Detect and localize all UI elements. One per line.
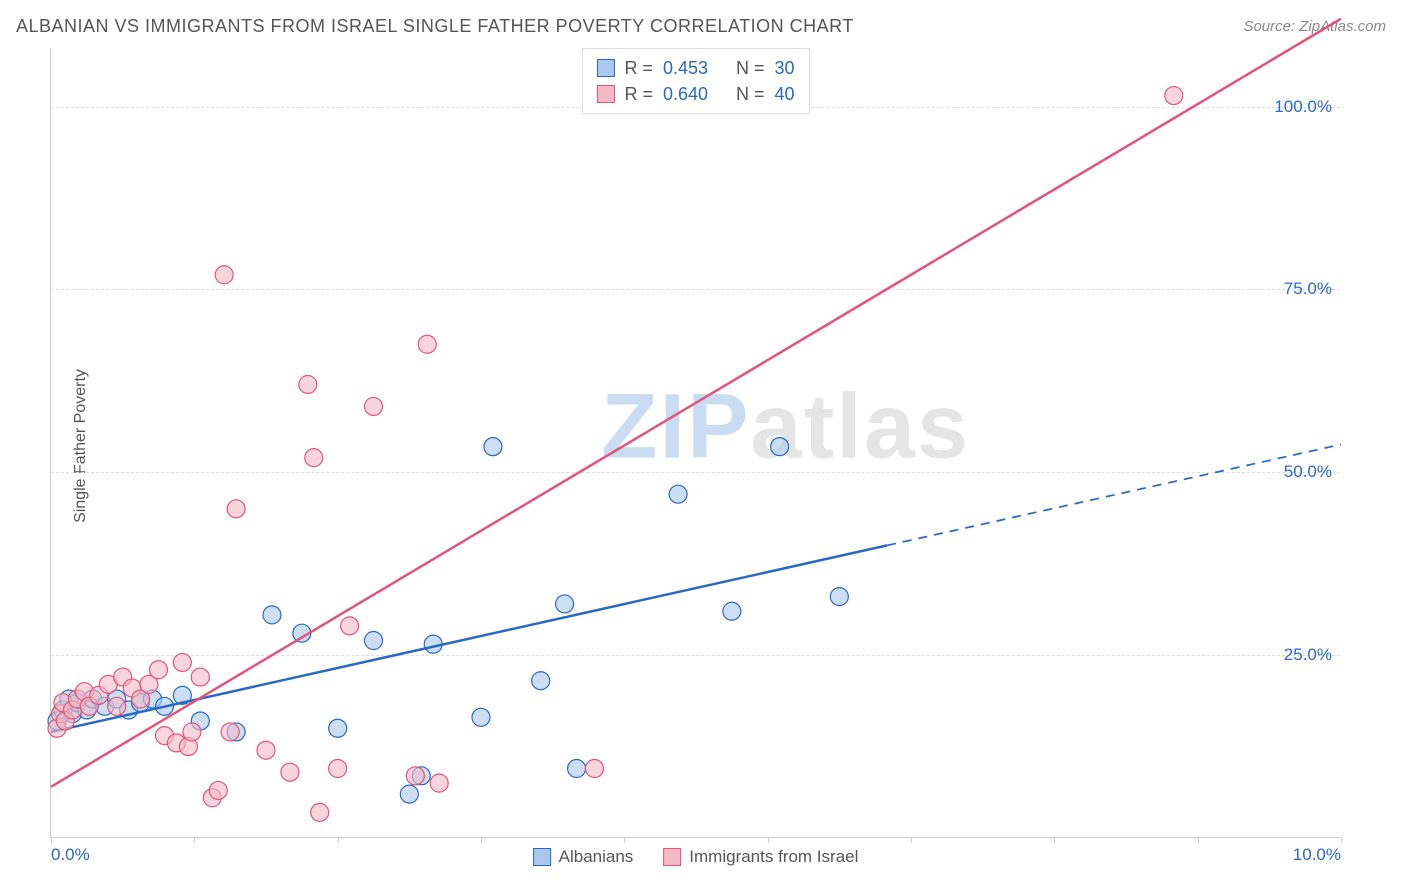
trend-line-dashed bbox=[887, 444, 1341, 545]
x-tick bbox=[1341, 837, 1342, 843]
plot-svg bbox=[51, 48, 1340, 837]
data-point bbox=[215, 266, 233, 284]
x-tick bbox=[1054, 837, 1055, 843]
data-point bbox=[472, 708, 490, 726]
data-point bbox=[430, 774, 448, 792]
n-value-0: 30 bbox=[775, 55, 795, 81]
data-point bbox=[1165, 87, 1183, 105]
data-point bbox=[365, 632, 383, 650]
legend-swatch-albanians-icon bbox=[596, 59, 614, 77]
data-point bbox=[830, 588, 848, 606]
x-tick bbox=[481, 837, 482, 843]
data-point bbox=[183, 723, 201, 741]
x-tick bbox=[194, 837, 195, 843]
x-tick-label: 0.0% bbox=[51, 845, 90, 865]
data-point bbox=[341, 617, 359, 635]
legend-label-israel: Immigrants from Israel bbox=[689, 847, 858, 867]
legend-item-israel: Immigrants from Israel bbox=[663, 847, 858, 867]
trend-line bbox=[51, 19, 1341, 787]
data-point bbox=[227, 500, 245, 518]
data-point bbox=[305, 449, 323, 467]
legend-item-albanians: Albanians bbox=[533, 847, 634, 867]
x-tick bbox=[1198, 837, 1199, 843]
x-tick bbox=[338, 837, 339, 843]
legend-stats: R = 0.453 N = 30 R = 0.640 N = 40 bbox=[581, 48, 809, 114]
data-point bbox=[484, 438, 502, 456]
legend-swatch-israel-icon bbox=[663, 848, 681, 866]
x-tick bbox=[51, 837, 52, 843]
data-point bbox=[191, 668, 209, 686]
data-point bbox=[568, 760, 586, 778]
n-label: N = bbox=[736, 55, 765, 81]
data-point bbox=[173, 653, 191, 671]
data-point bbox=[257, 741, 275, 759]
legend-swatch-israel-icon bbox=[596, 85, 614, 103]
legend-label-albanians: Albanians bbox=[559, 847, 634, 867]
x-tick-label: 10.0% bbox=[1293, 845, 1341, 865]
x-tick bbox=[624, 837, 625, 843]
legend-stats-row-0: R = 0.453 N = 30 bbox=[596, 55, 794, 81]
n-label: N = bbox=[736, 81, 765, 107]
data-point bbox=[406, 767, 424, 785]
legend-series: Albanians Immigrants from Israel bbox=[523, 847, 869, 867]
data-point bbox=[723, 602, 741, 620]
data-point bbox=[669, 485, 687, 503]
x-tick bbox=[768, 837, 769, 843]
data-point bbox=[418, 335, 436, 353]
chart-title: ALBANIAN VS IMMIGRANTS FROM ISRAEL SINGL… bbox=[16, 16, 854, 37]
data-point bbox=[150, 661, 168, 679]
trend-line bbox=[51, 545, 887, 732]
data-point bbox=[299, 375, 317, 393]
plot-area: ZIPatlas R = 0.453 N = 30 R = 0.640 N = … bbox=[50, 48, 1340, 838]
n-value-1: 40 bbox=[775, 81, 795, 107]
data-point bbox=[329, 760, 347, 778]
data-point bbox=[556, 595, 574, 613]
legend-stats-row-1: R = 0.640 N = 40 bbox=[596, 81, 794, 107]
r-value-0: 0.453 bbox=[663, 55, 708, 81]
data-point bbox=[221, 723, 239, 741]
source-label: Source: ZipAtlas.com bbox=[1243, 18, 1386, 35]
data-point bbox=[209, 781, 227, 799]
data-point bbox=[365, 397, 383, 415]
data-point bbox=[311, 803, 329, 821]
r-label: R = bbox=[624, 55, 653, 81]
data-point bbox=[263, 606, 281, 624]
data-point bbox=[329, 719, 347, 737]
data-point bbox=[585, 760, 603, 778]
x-tick bbox=[911, 837, 912, 843]
data-point bbox=[400, 785, 418, 803]
r-value-1: 0.640 bbox=[663, 81, 708, 107]
data-point bbox=[532, 672, 550, 690]
legend-swatch-albanians-icon bbox=[533, 848, 551, 866]
data-point bbox=[281, 763, 299, 781]
data-point bbox=[108, 697, 126, 715]
data-point bbox=[771, 438, 789, 456]
r-label: R = bbox=[624, 81, 653, 107]
